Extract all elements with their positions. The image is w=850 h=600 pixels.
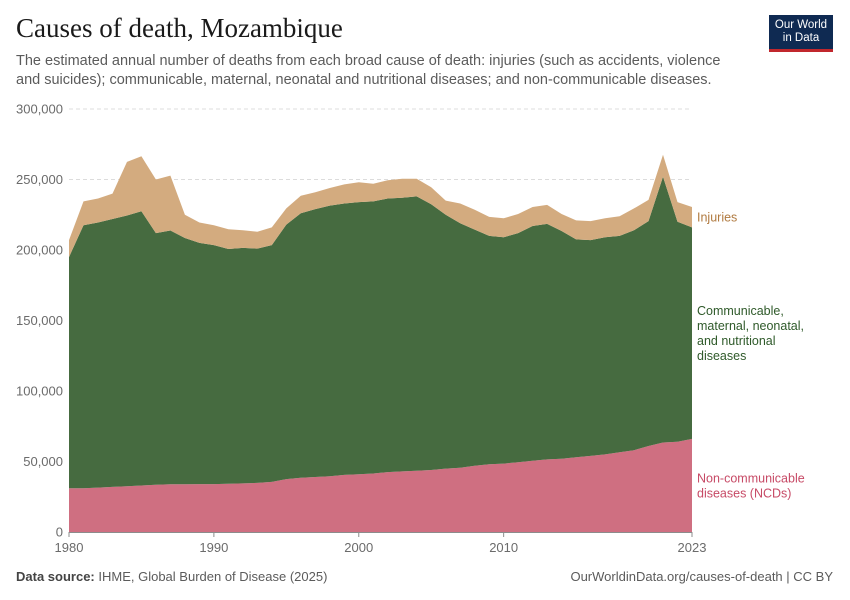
x-tick-label: 2010 (489, 540, 518, 555)
logo-line-2: in Data (782, 32, 820, 44)
series-label-line: Non-communicable (697, 471, 805, 485)
series-label-line: diseases (697, 349, 746, 363)
x-tick-label: 2023 (678, 540, 707, 555)
y-tick-label: 0 (56, 525, 63, 540)
series-label-line: Injuries (697, 211, 737, 225)
series-label-line: and nutritional (697, 334, 776, 348)
owid-logo[interactable]: Our World in Data (769, 15, 833, 52)
area-series-1 (69, 438, 692, 532)
area-series-3 (69, 154, 692, 258)
series-label-line: maternal, neonatal, (697, 319, 804, 333)
source-url-link[interactable]: OurWorldinData.org/causes-of-death | CC … (570, 569, 833, 584)
axes: 0 50,000 100,000 150,000 200,000 250,000 300,0… (16, 102, 706, 556)
data-source: Data source: IHME, Global Burden of Dise… (16, 569, 327, 584)
y-tick-label: 300,000 (16, 102, 63, 117)
y-tick-label: 100,000 (16, 384, 63, 399)
chart-subtitle: The estimated annual number of deaths fr… (16, 53, 721, 88)
area-series-2 (69, 176, 692, 489)
x-tick-label: 1980 (55, 540, 84, 555)
logo-line-1: Our World (774, 19, 828, 31)
x-tick-label: 2000 (344, 540, 373, 555)
chart-title: Causes of death, Mozambique (16, 13, 343, 43)
data-source-text: IHME, Global Burden of Disease (2025) (98, 569, 328, 584)
series-label-line: Communicable, (697, 304, 784, 318)
x-tick-label: 1990 (199, 540, 228, 555)
y-tick-label: 200,000 (16, 243, 63, 258)
y-tick-label: 150,000 (16, 313, 63, 328)
y-tick-label: 50,000 (23, 454, 63, 469)
area-series (69, 154, 692, 532)
series-label-line: diseases (NCDs) (697, 486, 791, 500)
data-source-label: Data source: (16, 569, 95, 584)
y-tick-label: 250,000 (16, 172, 63, 187)
